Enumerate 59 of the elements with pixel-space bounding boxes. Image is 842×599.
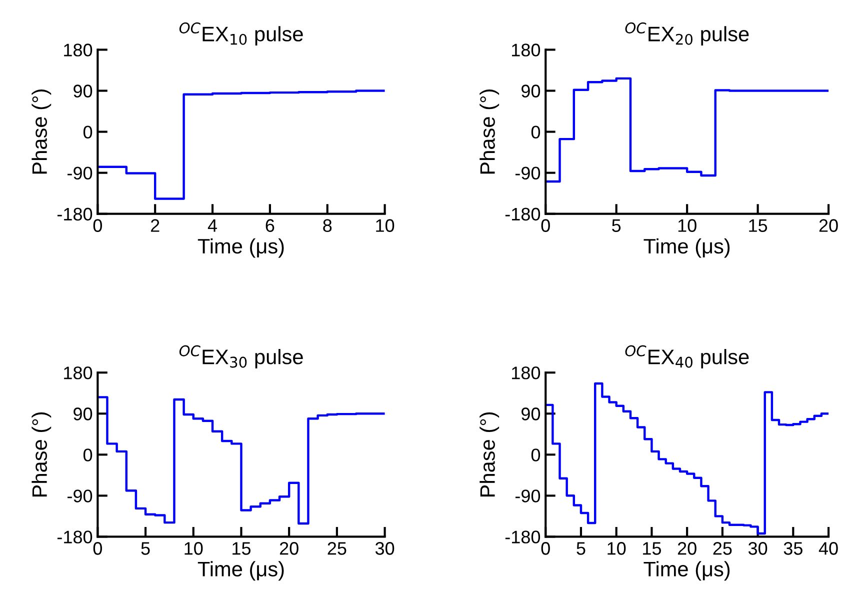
y-tick-label: -90 [515, 490, 540, 502]
x-tick-label: 5 [612, 219, 621, 232]
y-axis-title: Phase (°) [480, 90, 500, 174]
x-tick-label: 6 [266, 219, 274, 232]
x-tick-label: 0 [541, 219, 550, 232]
x-tick-label: 10 [184, 542, 203, 555]
y-tick-label: 180 [512, 44, 540, 56]
x-tick-label: 40 [818, 542, 838, 555]
y-tick-label: -180 [57, 530, 92, 544]
x-tick-label: 30 [375, 542, 394, 555]
y-axis-title: Phase (°) [32, 412, 52, 496]
chart-title: $^{OC}$EX$_{20}$ pulse [625, 22, 749, 46]
y-tick-label: 0 [531, 448, 540, 462]
x-tick-label: 20 [280, 542, 298, 555]
x-tick-label: 0 [93, 542, 102, 555]
x-tick-label: 5 [576, 542, 586, 555]
x-tick-label: 2 [150, 219, 160, 232]
y-tick-label: 0 [83, 126, 92, 138]
y-tick-label: 90 [522, 408, 540, 420]
x-tick-label: 8 [323, 219, 332, 232]
y-tick-label: 90 [74, 84, 92, 98]
y-tick-label: -180 [505, 530, 540, 544]
y-tick-label: 90 [522, 84, 540, 98]
x-axis-title: Time (μs) [644, 238, 730, 258]
x-axis-title: Time (μs) [198, 561, 284, 581]
x-axis-title: Time (μs) [198, 238, 284, 258]
x-tick-label: 5 [141, 542, 150, 555]
chart-title: $^{OC}$EX$_{40}$ pulse [625, 345, 749, 368]
y-tick-label: -90 [515, 166, 540, 180]
y-tick-label: -180 [57, 208, 92, 221]
x-tick-label: 10 [376, 219, 394, 232]
x-tick-label: 25 [328, 542, 346, 555]
x-tick-label: 0 [541, 542, 550, 555]
x-tick-label: 20 [819, 219, 838, 232]
x-axis-title: Time (μs) [644, 561, 730, 581]
x-tick-label: 30 [748, 542, 768, 555]
y-tick-label: 90 [74, 408, 92, 420]
y-tick-label: -90 [68, 166, 92, 180]
chart-title: $^{OC}$EX$_{10}$ pulse [179, 22, 303, 46]
x-tick-label: 25 [713, 542, 732, 555]
x-tick-label: 10 [678, 219, 696, 232]
x-tick-label: 35 [784, 542, 802, 555]
y-tick-label: 0 [83, 448, 92, 462]
y-tick-label: 180 [64, 366, 92, 380]
y-axis-title: Phase (°) [480, 412, 500, 496]
y-axis-title: Phase (°) [32, 90, 52, 174]
x-tick-label: 15 [232, 542, 251, 555]
y-tick-label: -180 [505, 208, 540, 221]
x-tick-label: 15 [643, 542, 661, 555]
y-tick-label: 180 [64, 44, 92, 56]
chart-title: $^{OC}$EX$_{30}$ pulse [179, 345, 303, 368]
x-tick-label: 0 [93, 219, 102, 232]
x-tick-label: 10 [608, 542, 626, 555]
y-tick-label: 0 [531, 126, 540, 138]
x-tick-label: 20 [678, 542, 696, 555]
x-tick-label: 4 [208, 219, 218, 232]
y-tick-label: 180 [512, 366, 540, 380]
y-tick-label: -90 [68, 490, 92, 502]
x-tick-label: 15 [749, 219, 768, 232]
